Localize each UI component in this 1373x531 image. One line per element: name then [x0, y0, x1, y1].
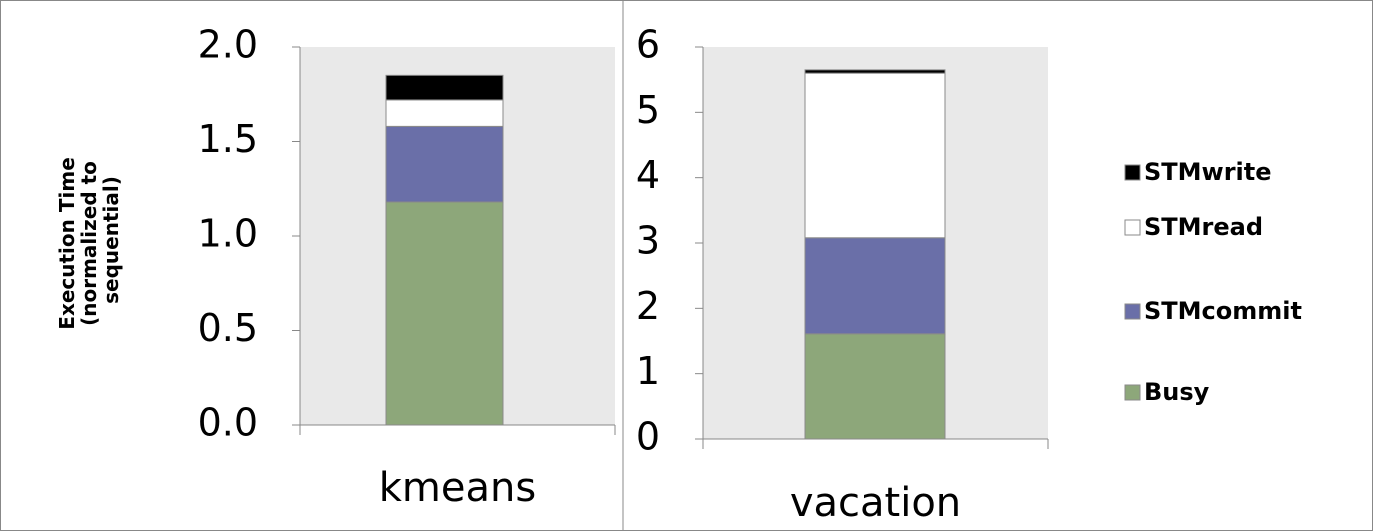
bar-segment: [385, 74, 504, 101]
y-tick-label: 0.0: [198, 401, 258, 445]
bar-segment: [804, 72, 946, 239]
y-axis-title: Execution Time (normalized to sequential…: [55, 150, 123, 329]
x-tick-label: kmeans: [379, 465, 536, 511]
bar-segment: [385, 201, 504, 426]
y-axis-title-line: sequential): [99, 176, 123, 304]
legend-label: Busy: [1144, 378, 1210, 406]
y-tick-label: 5: [636, 88, 660, 132]
y-tick-label: 6: [636, 23, 660, 67]
y-axis-title-line: Execution Time: [55, 157, 79, 329]
bar-segment: [804, 237, 946, 335]
bar-segment: [804, 69, 946, 74]
y-tick-label: 1.5: [198, 117, 258, 161]
y-tick-label: 2.0: [198, 23, 258, 67]
y-tick-label: 0.5: [198, 306, 258, 350]
bar-segment: [385, 99, 504, 127]
y-tick-label: 4: [636, 153, 660, 197]
legend-swatch: [1124, 303, 1141, 320]
y-tick-label: 1: [636, 349, 660, 393]
y-axis-title-line: (normalized to: [77, 161, 101, 326]
legend-label: STMwrite: [1144, 158, 1272, 186]
y-tick-label: 1.0: [198, 212, 258, 256]
y-tick-label: 2: [636, 284, 660, 328]
legend-label: STMread: [1144, 213, 1263, 241]
bar-segment: [804, 333, 946, 440]
legend-swatch: [1124, 384, 1141, 401]
bar-segment: [385, 125, 504, 203]
legend-swatch: [1124, 164, 1141, 181]
y-tick-label: 3: [636, 219, 660, 263]
x-tick-label: vacation: [790, 480, 961, 526]
legend-label: STMcommit: [1144, 297, 1302, 325]
legend-swatch: [1124, 219, 1141, 236]
y-tick-label: 0: [636, 415, 660, 459]
